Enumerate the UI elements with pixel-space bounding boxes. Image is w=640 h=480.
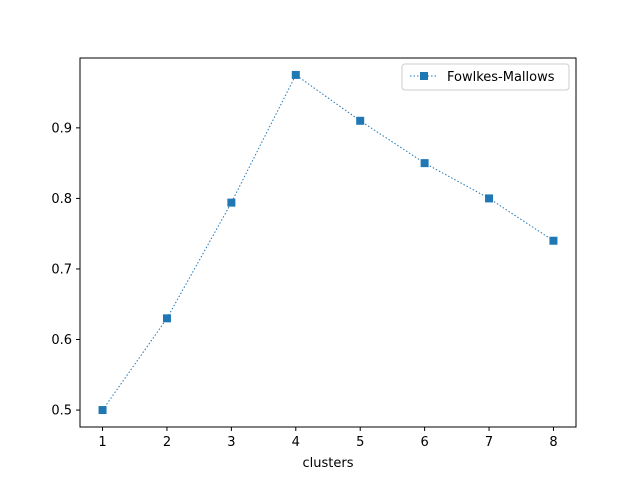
axes-frame xyxy=(79,57,577,428)
y-tick-label: 0.6 xyxy=(51,333,72,348)
legend-marker-square xyxy=(420,72,428,80)
legend-box xyxy=(401,63,570,91)
data-point-square xyxy=(227,198,236,207)
data-point-square xyxy=(485,194,494,203)
y-tick-label: 0.8 xyxy=(51,192,72,207)
data-point-square xyxy=(356,116,365,125)
x-tick-label: 8 xyxy=(549,435,557,450)
y-axis: 0.5 0.6 0.7 0.8 0.9 xyxy=(51,121,80,419)
x-tick-label: 6 xyxy=(420,435,428,450)
data-point-square xyxy=(291,70,300,79)
data-point-square xyxy=(98,406,107,415)
data-point-square xyxy=(549,236,558,245)
y-tick-label: 0.7 xyxy=(51,262,72,277)
x-tick-label: 5 xyxy=(356,435,364,450)
data-point-square xyxy=(420,159,429,168)
series-line xyxy=(102,74,554,411)
x-axis: 1 2 3 4 5 6 7 8 xyxy=(98,427,558,450)
x-tick-label: 2 xyxy=(163,435,171,450)
x-axis-label: clusters xyxy=(303,456,354,471)
y-tick-label: 0.9 xyxy=(51,121,72,136)
plot-area xyxy=(98,70,558,415)
y-tick-label: 0.5 xyxy=(51,404,72,419)
x-tick-label: 7 xyxy=(485,435,493,450)
x-tick-label: 3 xyxy=(227,435,235,450)
legend: Fowlkes-Mallows xyxy=(401,63,570,91)
data-point-square xyxy=(162,314,171,323)
legend-entry-fowlkes-mallows: Fowlkes-Mallows xyxy=(447,70,555,85)
x-tick-label: 4 xyxy=(292,435,300,450)
x-tick-label: 1 xyxy=(98,435,106,450)
